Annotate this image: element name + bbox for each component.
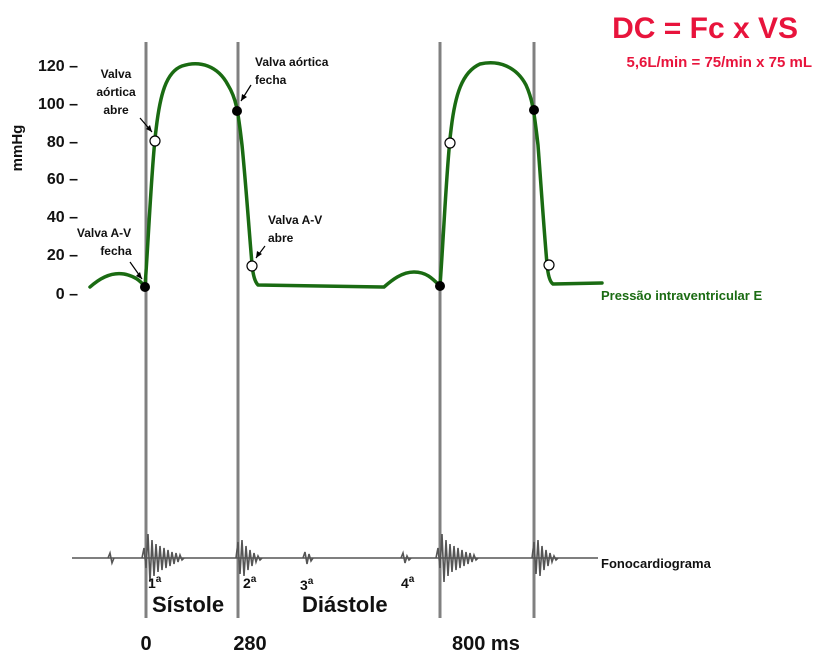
annotation-av-close-line2: fecha — [100, 244, 132, 258]
y-tick-120: 120 – — [38, 58, 78, 75]
y-tick-100: 100 – — [38, 96, 78, 113]
phono-extra-blip — [107, 550, 115, 566]
y-tick-60: 60 – — [47, 171, 78, 188]
ordinal-marker: a — [409, 574, 415, 585]
y-tick-20: 20 – — [47, 247, 78, 264]
time-label-800: 800 ms — [452, 633, 520, 655]
av-close-marker-2 — [435, 281, 445, 291]
y-tick-80: 80 – — [47, 134, 78, 151]
annotation-av-close-line1: Valva A-V — [77, 226, 131, 240]
ordinal-marker: a — [308, 576, 314, 587]
phono-s2-wave — [235, 539, 263, 577]
annotation-aortic-open-line3: abre — [103, 103, 129, 117]
annotation-aortic-open-line2: aórtica — [96, 85, 136, 99]
systole-label: Sístole — [152, 592, 224, 617]
phonocardiogram — [72, 533, 598, 583]
arrow-head-icon — [146, 125, 152, 132]
phono-s3-wave — [302, 551, 314, 565]
valve-markers — [140, 105, 555, 292]
arrow-head-icon — [241, 94, 247, 101]
heart-sound-2: 2a — [243, 574, 257, 591]
phono-s4-wave — [400, 550, 412, 564]
curve-label: Pressão intraventricular E — [601, 288, 762, 303]
heart-sound-4: 4a — [401, 574, 415, 591]
formula-title: DC = Fc x VS — [612, 12, 798, 45]
annotation-av-open-line1: Valva A-V — [268, 213, 322, 227]
heart-sound-4-number: 4 — [401, 575, 409, 591]
time-label-280: 280 — [233, 633, 266, 655]
heart-sound-3-number: 3 — [300, 577, 308, 593]
annotation-aortic-close: Valva aórtica fecha — [240, 55, 329, 102]
av-close-marker-1 — [140, 282, 150, 292]
y-tick-0: 0 – — [56, 286, 78, 303]
aortic-close-marker-2 — [529, 105, 539, 115]
ordinal-marker: a — [251, 574, 257, 585]
heart-sound-1: 1a — [148, 574, 162, 591]
ordinal-marker: a — [156, 574, 162, 585]
av-open-marker-2 — [543, 259, 555, 271]
arrow-head-icon — [136, 272, 142, 279]
arrow-head-icon — [256, 251, 262, 258]
heart-sound-2-number: 2 — [243, 575, 251, 591]
aortic-open-marker-2 — [444, 137, 456, 149]
annotation-aortic-close-line2: fecha — [255, 73, 287, 87]
ventricular-pressure-curve — [88, 61, 604, 289]
annotation-av-open-line2: abre — [268, 231, 294, 245]
aortic-close-marker-1 — [232, 106, 242, 116]
time-axis: 0 280 800 ms — [140, 633, 519, 655]
phono-s1-wave-2 — [435, 533, 479, 583]
phono-s2-wave-2 — [531, 539, 559, 577]
y-axis-ticks: 120 – 100 – 80 – 60 – 40 – 20 – 0 – — [38, 58, 78, 303]
heart-sound-1-number: 1 — [148, 575, 156, 591]
av-open-marker-1 — [246, 260, 258, 272]
annotation-aortic-open-line1: Valva — [101, 67, 132, 81]
heart-sound-3: 3a — [300, 576, 314, 593]
y-axis-label: mmHg — [9, 125, 26, 172]
event-lines — [144, 42, 536, 618]
formula-subtitle: 5,6L/min = 75/min x 75 mL — [627, 54, 813, 71]
annotation-aortic-close-line1: Valva aórtica — [255, 55, 329, 69]
heart-sounds: 1a 2a 3a 4a — [148, 574, 415, 593]
time-label-0: 0 — [140, 633, 151, 655]
phono-label: Fonocardiograma — [601, 556, 712, 571]
annotation-av-close: Valva A-V fecha — [77, 226, 143, 280]
aortic-open-marker-1 — [149, 135, 161, 147]
diastole-label: Diástole — [302, 592, 388, 617]
phono-s1-wave — [141, 533, 185, 583]
annotation-av-open: Valva A-V abre — [255, 213, 322, 259]
annotation-aortic-open: Valva aórtica abre — [96, 67, 153, 133]
y-tick-40: 40 – — [47, 209, 78, 226]
